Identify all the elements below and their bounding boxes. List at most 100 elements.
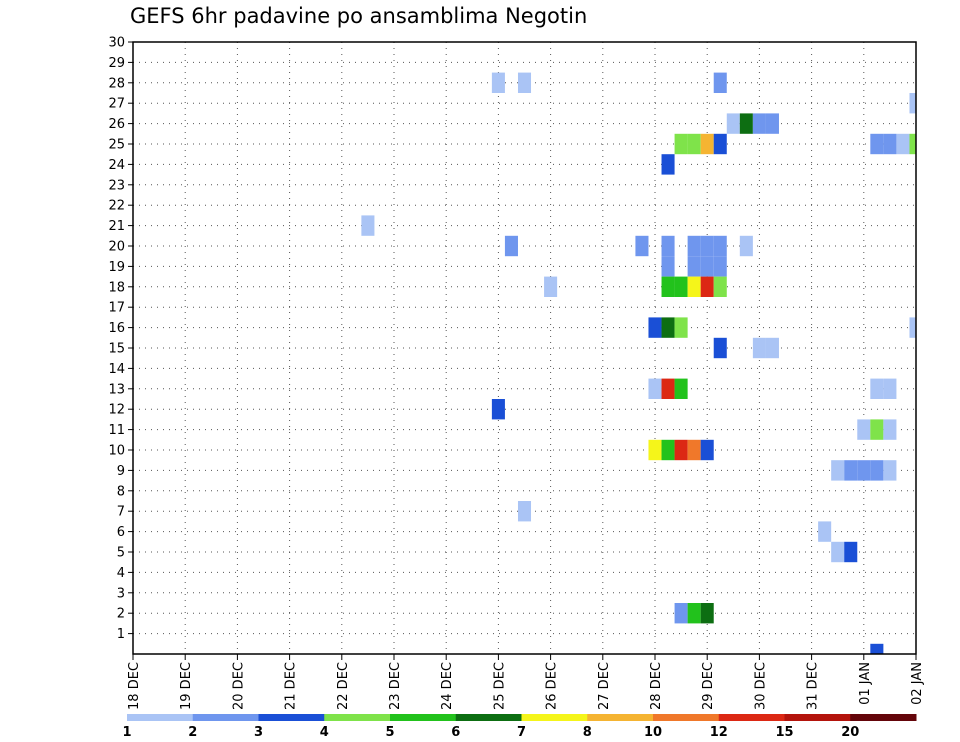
heatmap-cell <box>870 643 884 654</box>
heatmap-cell <box>491 72 505 93</box>
legend-swatch <box>455 714 522 721</box>
y-tick-label: 17 <box>108 301 125 316</box>
legend-label: 4 <box>320 725 329 740</box>
x-tick-label: 31 DEC <box>806 662 821 710</box>
chart-title: GEFS 6hr padavine po ansamblima Negotin <box>130 4 588 28</box>
y-tick-label: 2 <box>117 607 125 622</box>
legend-label: 7 <box>517 725 526 740</box>
heatmap-cell <box>687 439 701 461</box>
legend-swatch <box>718 714 785 721</box>
heatmap-cell <box>752 113 766 134</box>
heatmap-cell <box>661 378 675 399</box>
heatmap-cell <box>831 460 845 481</box>
x-tick-label: 29 DEC <box>701 662 716 710</box>
heatmap-cell <box>674 378 688 399</box>
x-tick-label: 28 DEC <box>649 662 664 710</box>
legend-label: 6 <box>451 725 460 740</box>
x-tick-label: 18 DEC <box>127 662 142 710</box>
heatmap-cell <box>517 72 532 93</box>
heatmap-cell <box>870 419 884 440</box>
heatmap-cell <box>896 133 910 155</box>
heatmap-cell <box>687 276 701 297</box>
heatmap-cell <box>818 521 832 542</box>
heatmap-cell <box>517 501 532 522</box>
heatmap-cell <box>700 256 714 277</box>
heatmap-cell <box>713 337 727 359</box>
legend-label: 5 <box>385 725 394 740</box>
x-tick-label: 20 DEC <box>231 662 246 710</box>
heatmap-cells <box>361 72 916 654</box>
heatmap-cell <box>883 378 897 399</box>
axes: 1234567891011121314151617181920212223242… <box>108 36 925 710</box>
heatmap-cell <box>870 133 884 155</box>
x-tick-label: 23 DEC <box>388 662 403 710</box>
heatmap-cell <box>752 337 766 359</box>
heatmap-cell <box>713 72 727 93</box>
heatmap-cell <box>713 235 727 257</box>
y-tick-label: 6 <box>117 525 125 540</box>
heatmap-cell <box>700 133 714 155</box>
y-tick-label: 18 <box>108 280 125 295</box>
heatmap-cell <box>674 317 688 338</box>
y-tick-label: 9 <box>117 464 125 479</box>
heatmap-cell <box>883 133 897 155</box>
y-tick-label: 30 <box>108 36 125 51</box>
legend-label: 8 <box>583 725 592 740</box>
heatmap-cell <box>713 256 727 277</box>
heatmap-cell <box>700 276 714 297</box>
legend-label: 12 <box>710 725 728 740</box>
x-tick-label: 21 DEC <box>284 662 299 710</box>
heatmap-cell <box>661 317 675 338</box>
heatmap-cell <box>844 460 858 481</box>
heatmap-cell <box>674 603 688 624</box>
heatmap-cell <box>687 603 701 624</box>
legend-label: 2 <box>188 725 197 740</box>
y-tick-label: 8 <box>117 484 125 499</box>
legend-swatch <box>390 714 457 721</box>
heatmap-cell <box>765 113 779 134</box>
legend-swatch <box>850 714 917 721</box>
legend-swatch <box>587 714 654 721</box>
heatmap-cell <box>857 460 871 481</box>
y-tick-label: 24 <box>108 158 125 173</box>
legend-swatch <box>521 714 588 721</box>
y-tick-label: 25 <box>108 138 125 153</box>
y-tick-label: 28 <box>108 76 125 91</box>
heatmap-cell <box>661 235 675 257</box>
y-tick-label: 1 <box>117 627 125 642</box>
heatmap-cell <box>726 113 740 134</box>
legend-swatch <box>324 714 391 721</box>
x-tick-label: 30 DEC <box>753 662 768 710</box>
x-tick-label: 27 DEC <box>597 662 612 710</box>
x-tick-label: 24 DEC <box>440 662 455 710</box>
legend: 1 2 3 4 5 6 7 8 10 12 15 20 <box>122 714 917 740</box>
plot-frame <box>132 41 917 655</box>
heatmap-cell <box>661 256 675 277</box>
legend-swatch <box>784 714 851 721</box>
heatmap-cell <box>700 235 714 257</box>
heatmap-cell <box>700 603 714 624</box>
heatmap-cell <box>909 133 916 155</box>
heatmap-cell <box>687 133 701 155</box>
y-tick-label: 20 <box>108 240 125 255</box>
y-tick-label: 5 <box>117 546 125 561</box>
legend-swatch <box>653 714 720 721</box>
y-tick-label: 11 <box>108 423 125 438</box>
y-tick-label: 21 <box>108 219 125 234</box>
legend-label: 20 <box>841 725 859 740</box>
y-tick-label: 7 <box>117 505 125 520</box>
legend-swatch <box>192 714 259 721</box>
heatmap-cell <box>883 460 897 481</box>
legend-swatch <box>258 714 325 721</box>
heatmap-cell <box>504 235 518 257</box>
heatmap-cell <box>687 256 701 277</box>
heatmap-cell <box>648 439 662 461</box>
x-tick-label: 22 DEC <box>336 662 351 710</box>
x-tick-label: 19 DEC <box>179 662 194 710</box>
heatmap-cell <box>857 419 871 440</box>
y-tick-label: 13 <box>108 382 125 397</box>
y-tick-label: 15 <box>108 342 125 357</box>
heatmap-cell <box>883 419 897 440</box>
